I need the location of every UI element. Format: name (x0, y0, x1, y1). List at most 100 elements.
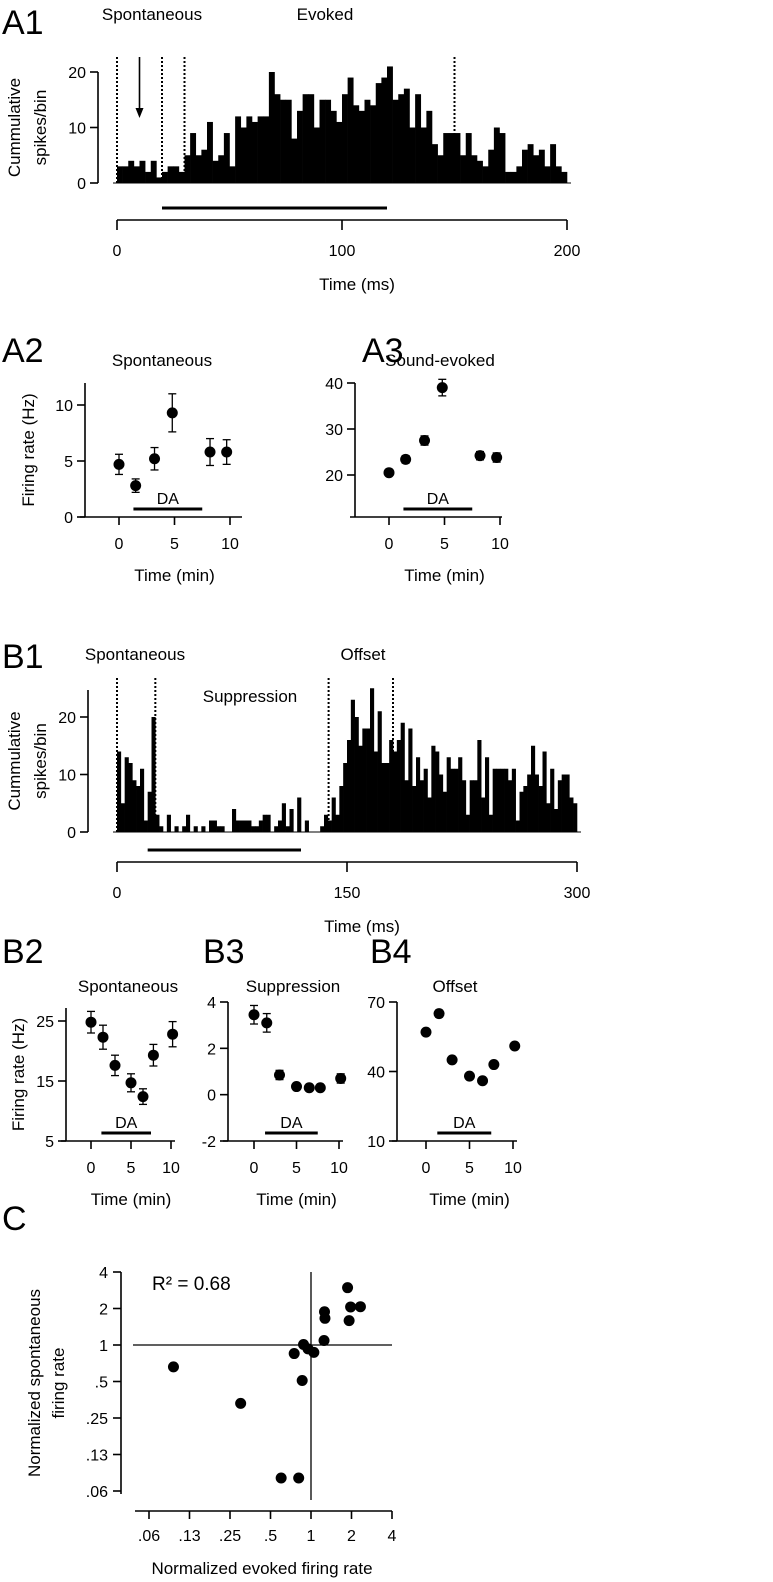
y-tick-label: 0 (77, 176, 86, 193)
histogram-bar (350, 699, 355, 832)
x-tick-label: 1 (307, 1528, 316, 1545)
histogram-bar (255, 826, 260, 832)
data-point (419, 435, 431, 446)
annotation-label: Spontaneous (102, 5, 202, 24)
y-tick-label: 0 (207, 1088, 216, 1105)
histogram-bar (124, 757, 129, 832)
x-axis-label: Time (min) (404, 566, 485, 585)
panel-title: Suppression (246, 977, 341, 996)
x-tick-label: .13 (178, 1528, 200, 1545)
histogram-bar (370, 105, 377, 183)
y-axis-label-line1: Cummulative (5, 78, 24, 177)
drug-label: DA (453, 1115, 476, 1132)
histogram-bar (266, 814, 271, 832)
histogram-bar (304, 820, 309, 832)
data-point (335, 1072, 347, 1084)
y-axis-label-line2: spikes/bin (31, 90, 50, 166)
histogram-bar (504, 768, 509, 832)
histogram-bar (403, 88, 410, 183)
histogram-bar (223, 133, 230, 183)
histogram-bar (232, 809, 237, 832)
histogram-bar (460, 155, 467, 183)
histogram-bar (274, 94, 281, 183)
data-point (97, 1031, 109, 1043)
histogram-bar (178, 171, 185, 183)
histogram-bar (246, 116, 253, 183)
histogram-bar (409, 127, 416, 183)
histogram-bar (527, 144, 534, 183)
histogram-bar (117, 751, 122, 832)
histogram-bar (263, 116, 270, 183)
histogram-bar (373, 751, 378, 832)
histogram-bar (393, 751, 398, 832)
histogram-bar (174, 826, 179, 832)
histogram-bar (297, 797, 302, 832)
y-tick-label: 5 (64, 454, 73, 471)
histogram-bar (523, 786, 528, 832)
data-point (166, 407, 178, 419)
histogram-bar (412, 786, 417, 832)
data-point (167, 1361, 179, 1373)
panel-label-a3: A3 (362, 332, 404, 370)
histogram-bar (128, 763, 133, 832)
histogram-bar (136, 786, 141, 832)
histogram-bar (147, 791, 152, 832)
histogram-bar (482, 166, 489, 183)
x-axis-label: Time (min) (134, 566, 215, 585)
histogram-bar (132, 780, 137, 832)
x-tick-label: 0 (115, 536, 124, 553)
x-axis-label: Normalized evoked firing rate (151, 1559, 372, 1578)
histogram-bar (550, 144, 557, 183)
histogram-bar (240, 127, 247, 183)
histogram-bar (415, 94, 422, 183)
histogram-bar (400, 722, 405, 832)
histogram-bar (538, 786, 543, 832)
data-point (354, 1301, 366, 1313)
histogram-bar (469, 780, 474, 832)
histogram-bar (155, 814, 160, 832)
histogram-bar (465, 133, 472, 183)
annotation-label: Offset (340, 645, 385, 664)
histogram-bar (281, 803, 286, 832)
x-tick-label: 0 (422, 1160, 431, 1177)
x-tick-label: 5 (292, 1160, 301, 1177)
histogram-bar (477, 740, 482, 832)
panel-title: Offset (432, 977, 477, 996)
y-tick-label: 4 (99, 1265, 108, 1282)
histogram-bar (353, 105, 360, 183)
histogram-bar (505, 171, 512, 183)
data-point (125, 1077, 137, 1089)
histogram-bar (251, 826, 256, 832)
y-tick-label: 10 (58, 768, 76, 785)
histogram-bar (320, 826, 325, 832)
histogram-bar (488, 814, 493, 832)
histogram-bar (162, 171, 168, 183)
histogram-bar (500, 768, 505, 832)
drug-label: DA (157, 491, 180, 508)
histogram-bar (212, 160, 219, 183)
y-tick-label: 5 (45, 1134, 54, 1151)
histogram-bar (555, 166, 562, 183)
histogram-bar (370, 688, 375, 832)
histogram-bar (128, 160, 135, 183)
data-point (509, 1040, 521, 1052)
histogram-bar (207, 121, 213, 183)
x-axis-label: Time (ms) (324, 917, 400, 936)
histogram-bar (477, 160, 483, 183)
y-tick-label: 0 (64, 510, 73, 527)
histogram-bar (442, 791, 447, 832)
histogram-bar (285, 99, 292, 183)
data-point (477, 1075, 489, 1087)
data-point (491, 452, 503, 464)
histogram-bar (220, 826, 225, 832)
data-point (308, 1346, 320, 1358)
histogram-bar (534, 774, 539, 832)
histogram-bar (209, 820, 214, 832)
histogram-bar (156, 177, 163, 183)
histogram-bar (280, 99, 287, 183)
histogram-bar (426, 110, 433, 183)
y-tick-label: 2 (99, 1302, 108, 1319)
x-tick-label: 0 (87, 1160, 96, 1177)
histogram-bar (139, 160, 146, 183)
histogram-bar (508, 780, 513, 832)
